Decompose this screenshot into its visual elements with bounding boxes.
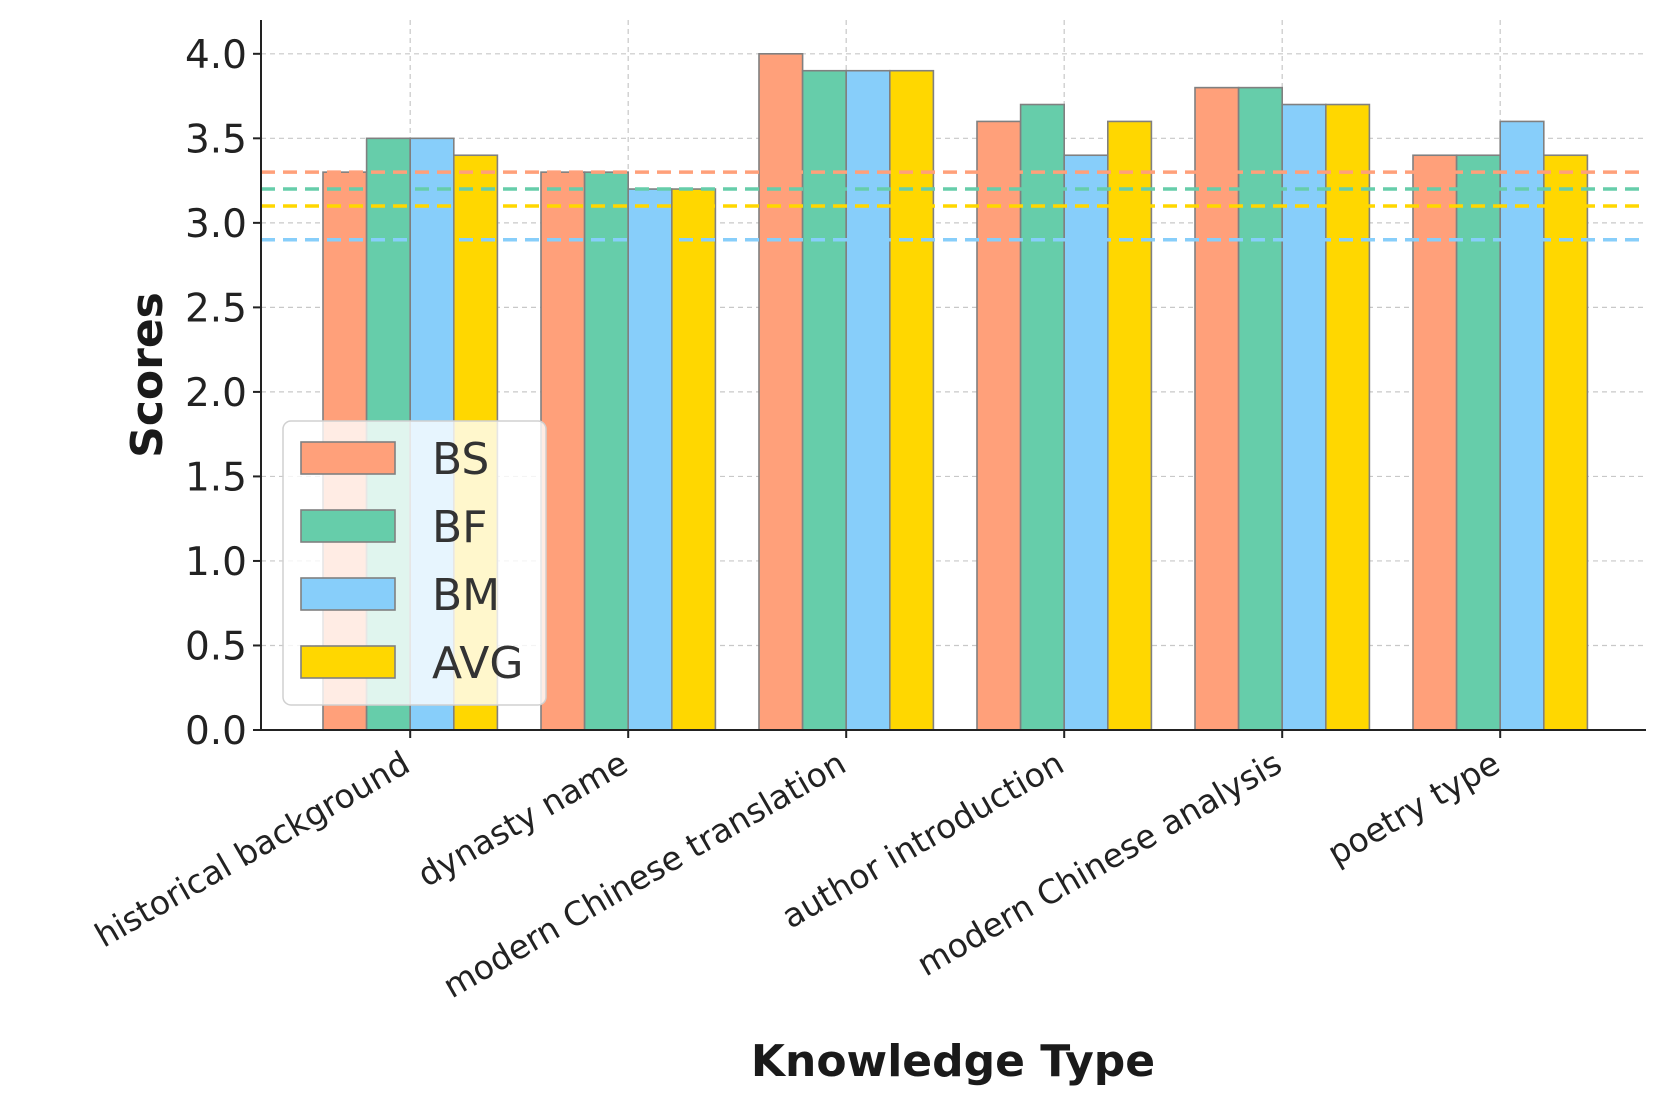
bar-bs-2 xyxy=(758,53,804,731)
legend-swatch-bm xyxy=(300,577,396,611)
y-tick-label-3: 1.5 xyxy=(185,455,247,500)
x-tick-label-0: historical background xyxy=(88,743,416,955)
y-tick-label-6: 3.0 xyxy=(185,202,247,247)
bar-bs-5 xyxy=(1412,154,1458,731)
x-tick-label-1: dynasty name xyxy=(411,743,634,894)
legend-label-bs: BS xyxy=(432,434,489,485)
bar-bm-4 xyxy=(1281,103,1327,731)
legend-label-avg: AVG xyxy=(432,638,523,689)
bar-bf-5 xyxy=(1455,154,1501,731)
legend-label-bm: BM xyxy=(432,570,500,621)
bar-bs-1 xyxy=(540,171,586,731)
x-tick-label-2: modern Chinese translation xyxy=(436,743,852,1006)
bar-bf-4 xyxy=(1237,86,1283,731)
y-tick-label-8: 4.0 xyxy=(185,33,247,78)
x-tick-label-5: poetry type xyxy=(1321,743,1507,873)
x-axis-title: Knowledge Type xyxy=(751,1036,1155,1087)
legend: BS BF BM AVG xyxy=(282,420,547,706)
y-tick-labels: 0.0 0.5 1.0 1.5 2.0 2.5 3.0 3.5 4.0 xyxy=(185,33,261,754)
bar-bf-1 xyxy=(583,171,629,731)
bar-bf-2 xyxy=(801,69,847,731)
bar-bm-5 xyxy=(1499,120,1545,731)
y-tick-label-5: 2.5 xyxy=(185,286,247,331)
bar-bs-3 xyxy=(976,120,1022,731)
y-tick-label-0: 0.0 xyxy=(185,709,247,754)
legend-swatch-bs xyxy=(300,441,396,475)
y-tick-label-7: 3.5 xyxy=(185,117,247,162)
bar-bf-3 xyxy=(1019,103,1065,731)
legend-box xyxy=(282,420,547,706)
bar-bs-4 xyxy=(1194,86,1240,731)
bar-avg-2 xyxy=(888,69,935,731)
y-axis-title: Scores xyxy=(122,292,173,458)
bar-avg-3 xyxy=(1107,120,1153,731)
legend-label-bf: BF xyxy=(432,502,488,553)
bar-avg-5 xyxy=(1543,154,1589,731)
bar-avg-1 xyxy=(670,188,717,731)
x-tick-label-4: modern Chinese analysis xyxy=(910,743,1288,984)
average-lines xyxy=(261,170,1646,242)
y-tick-label-4: 2.0 xyxy=(185,371,247,416)
bar-bm-1 xyxy=(627,188,673,731)
bar-bm-3 xyxy=(1063,154,1109,731)
y-tick-label-2: 1.0 xyxy=(185,540,247,585)
legend-swatch-avg xyxy=(300,645,396,679)
legend-swatch-bf xyxy=(300,509,396,543)
y-tick-label-1: 0.5 xyxy=(185,624,247,669)
bar-bm-2 xyxy=(845,69,891,731)
bar-avg-4 xyxy=(1325,103,1371,731)
